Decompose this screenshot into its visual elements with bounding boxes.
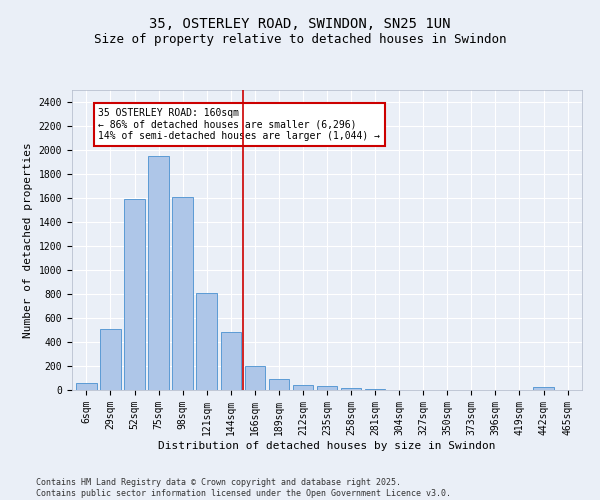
Text: 35, OSTERLEY ROAD, SWINDON, SN25 1UN: 35, OSTERLEY ROAD, SWINDON, SN25 1UN <box>149 18 451 32</box>
Bar <box>269 378 289 390</box>
Bar <box>293 384 313 390</box>
Bar <box>221 332 241 390</box>
Y-axis label: Number of detached properties: Number of detached properties <box>23 142 33 338</box>
Bar <box>148 156 169 390</box>
Bar <box>124 199 145 390</box>
Bar <box>100 329 121 390</box>
Bar <box>533 387 554 390</box>
Bar <box>172 197 193 390</box>
Text: Size of property relative to detached houses in Swindon: Size of property relative to detached ho… <box>94 32 506 46</box>
Bar <box>365 389 385 390</box>
Bar <box>196 293 217 390</box>
Bar <box>245 366 265 390</box>
Text: 35 OSTERLEY ROAD: 160sqm
← 86% of detached houses are smaller (6,296)
14% of sem: 35 OSTERLEY ROAD: 160sqm ← 86% of detach… <box>98 108 380 141</box>
X-axis label: Distribution of detached houses by size in Swindon: Distribution of detached houses by size … <box>158 440 496 450</box>
Text: Contains HM Land Registry data © Crown copyright and database right 2025.
Contai: Contains HM Land Registry data © Crown c… <box>36 478 451 498</box>
Bar <box>317 386 337 390</box>
Bar <box>76 383 97 390</box>
Bar <box>341 388 361 390</box>
